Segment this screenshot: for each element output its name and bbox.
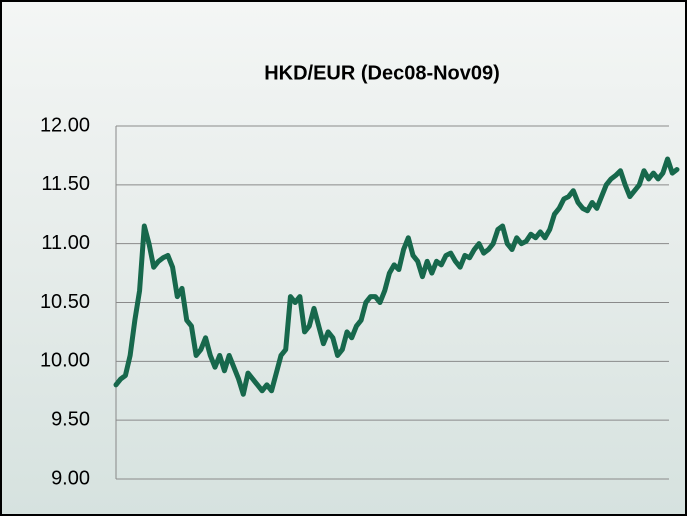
line xyxy=(113,156,680,397)
y-tick-label: 12.00 xyxy=(40,114,90,136)
y-tick-label: 9.00 xyxy=(51,467,90,489)
chart-title: HKD/EUR (Dec08-Nov09) xyxy=(264,62,500,84)
y-tick-label: 9.50 xyxy=(51,408,90,430)
y-tick-label: 10.50 xyxy=(40,291,90,313)
y-tick-label: 11.00 xyxy=(41,232,90,254)
y-tick-label: 10.00 xyxy=(40,350,90,372)
y-tick-label: 11.50 xyxy=(41,173,90,195)
